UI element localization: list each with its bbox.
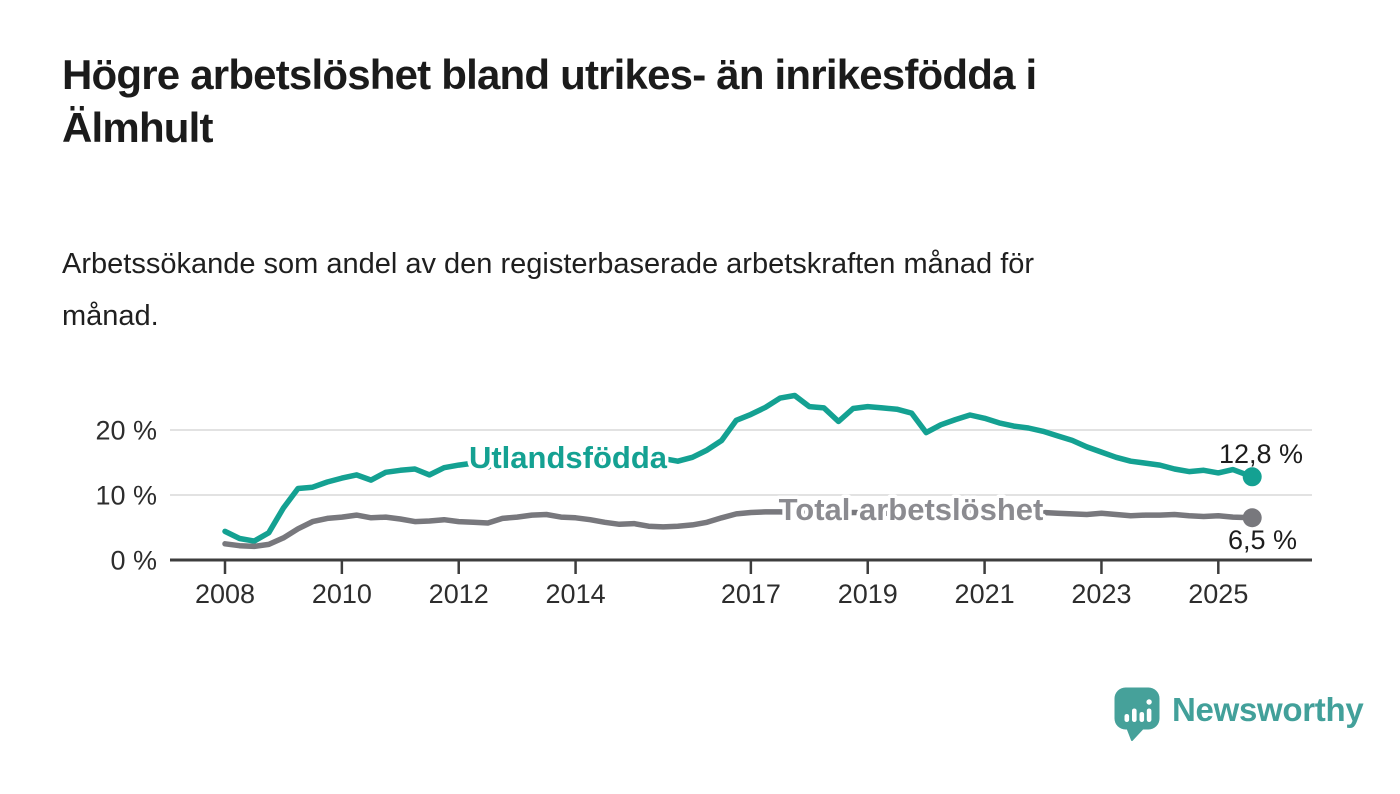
logo-speech-bubble-tail (1126, 726, 1145, 741)
series-line-total (222, 507, 1255, 550)
chart-subtitle: Arbetssökande som andel av den registerb… (62, 248, 1035, 332)
chart-title: Högre arbetslöshet bland utrikes- än inr… (62, 51, 1037, 151)
logo-speech-bubble (1114, 687, 1160, 730)
x-tick-label-2008: 2008 (195, 579, 255, 609)
y-tick-label-0: 0 % (110, 546, 157, 576)
series-label-utlandsfodda: Utlandsfödda (469, 440, 668, 475)
series-line-utlandsfodda (222, 392, 1255, 544)
x-tick-label-2021: 2021 (955, 579, 1015, 609)
end-value-label-utlandsfodda: 12,8 % (1219, 439, 1303, 469)
logo-bar-2 (1132, 708, 1137, 722)
logo-exclamation-bar (1146, 708, 1152, 722)
x-tick-label-2012: 2012 (429, 579, 489, 609)
line-chart: 0 % 10 % 20 % 2008 2010 2012 2014 2017 2019 2021 2… (95, 392, 1312, 609)
x-tick-label-2019: 2019 (838, 579, 898, 609)
x-tick-label-2010: 2010 (312, 579, 372, 609)
logo-bar-3 (1139, 712, 1145, 722)
x-axis: 0 % 10 % 20 % 2008 2010 2012 2014 2017 2019 2021 2… (95, 416, 1312, 609)
x-tick-label-2023: 2023 (1071, 579, 1131, 609)
end-dot-utlandsfodda (1242, 467, 1262, 487)
logo-bar-1 (1124, 714, 1130, 722)
end-value-label-total: 6,5 % (1228, 525, 1297, 555)
y-tick-label-10: 10 % (95, 481, 157, 511)
x-tick-label-2025: 2025 (1188, 579, 1248, 609)
x-tick-label-2017: 2017 (721, 579, 781, 609)
series-layer (222, 392, 1262, 550)
newsworthy-logo: Newsworthy (1113, 686, 1364, 741)
brand-name: Newsworthy (1172, 691, 1364, 728)
x-tick-label-2014: 2014 (546, 579, 606, 609)
y-tick-label-20: 20 % (95, 416, 157, 446)
logo-exclamation-dot (1146, 699, 1152, 705)
newsworthy-logo-icon (1114, 687, 1160, 741)
grid-layer (170, 429, 1312, 496)
series-label-total-arbetsloshet: Total arbetslöshet (779, 492, 1044, 527)
end-dot-total (1242, 508, 1262, 528)
